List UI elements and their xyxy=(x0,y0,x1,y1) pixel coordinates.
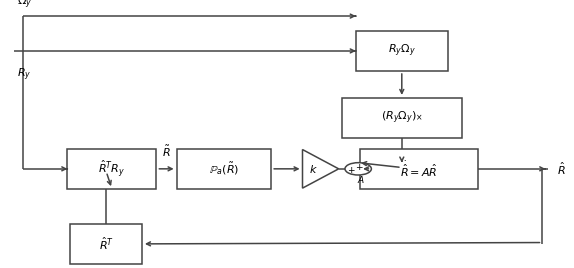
Text: $A$: $A$ xyxy=(357,174,365,185)
Text: $\hat{R}^T R_y$: $\hat{R}^T R_y$ xyxy=(98,158,126,179)
Text: $\mathbb{P}_a(\tilde{R})$: $\mathbb{P}_a(\tilde{R})$ xyxy=(209,161,239,177)
Text: $k$: $k$ xyxy=(309,163,318,175)
Text: $+$: $+$ xyxy=(355,162,364,172)
Text: $\tilde{R}$: $\tilde{R}$ xyxy=(162,144,171,159)
Text: $(R_y\Omega_y)_{\times}$: $(R_y\Omega_y)_{\times}$ xyxy=(381,110,423,126)
Text: $R_y$: $R_y$ xyxy=(17,67,32,83)
Bar xyxy=(176,149,271,189)
Text: $\Omega_y$: $\Omega_y$ xyxy=(17,0,33,11)
Text: $\dot{\hat{R}} = A\hat{R}$: $\dot{\hat{R}} = A\hat{R}$ xyxy=(400,159,438,179)
Text: $\hat{R}^T$: $\hat{R}^T$ xyxy=(99,236,114,252)
Bar xyxy=(356,31,448,71)
Bar xyxy=(70,224,142,264)
Bar xyxy=(68,149,156,189)
Text: $R_y\Omega_y$: $R_y\Omega_y$ xyxy=(388,43,416,59)
Bar xyxy=(360,149,478,189)
Text: $\hat{R}$: $\hat{R}$ xyxy=(557,161,565,177)
Ellipse shape xyxy=(345,163,371,175)
Text: $+$: $+$ xyxy=(347,165,356,175)
Polygon shape xyxy=(302,150,339,188)
Bar xyxy=(342,98,462,138)
